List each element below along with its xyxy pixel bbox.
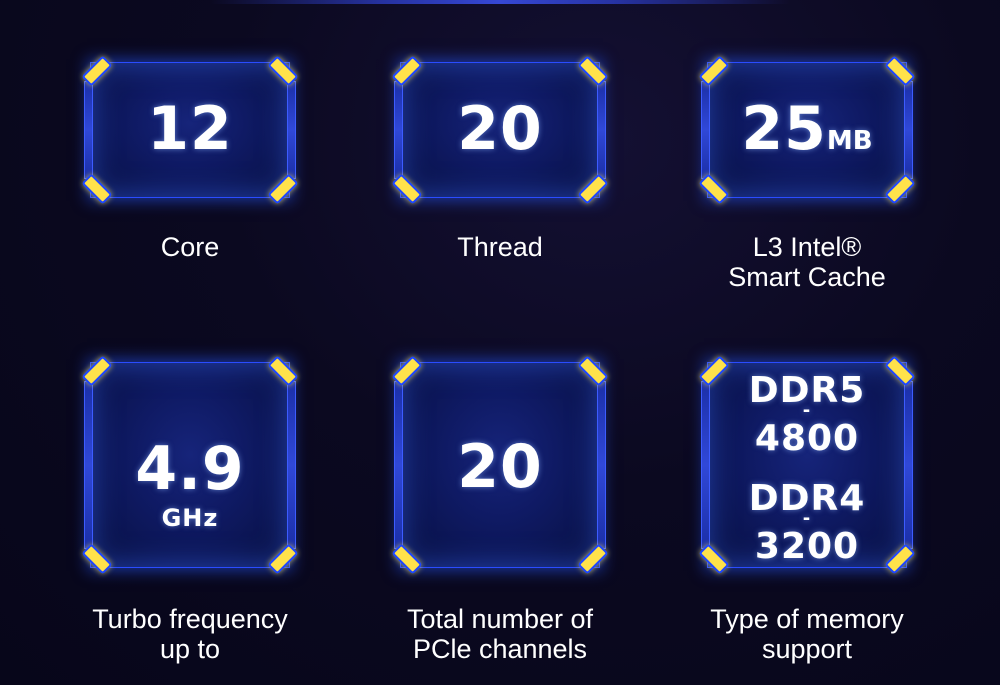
spec-value: 12 <box>147 94 233 164</box>
memory-type: DDR5 <box>748 370 866 411</box>
spec-value: 25MB <box>741 94 873 164</box>
spec-label: Core <box>160 232 220 262</box>
dash-divider: - <box>802 508 812 529</box>
spec-value: 4.9 <box>135 434 245 504</box>
spec-unit: MB <box>826 126 873 156</box>
spec-label: Total number of PCle channels <box>406 604 594 664</box>
memory-speed: 4800 <box>754 418 860 459</box>
spec-label: Type of memory support <box>710 604 904 664</box>
spec-tile: 25MB <box>697 52 917 208</box>
memory-speed: 3200 <box>754 526 860 567</box>
spec-tile: DDR5 - 4800 DDR4 - 3200 <box>697 352 917 578</box>
spec-tile: 12 <box>80 52 300 208</box>
spec-tile: 4.9 GHz <box>80 352 300 578</box>
spec-label: L3 Intel® Smart Cache <box>728 232 886 292</box>
spec-value: 20 <box>457 432 543 502</box>
top-glow-line <box>210 0 790 4</box>
spec-tile: 20 <box>390 352 610 578</box>
spec-unit: GHz <box>161 504 219 532</box>
dash-divider: - <box>802 400 812 421</box>
spec-value: 20 <box>457 94 543 164</box>
spec-label: Thread <box>457 232 543 262</box>
spec-label: Turbo frequency up to <box>92 604 288 664</box>
spec-tile: 20 <box>390 52 610 208</box>
memory-type: DDR4 <box>748 478 866 519</box>
